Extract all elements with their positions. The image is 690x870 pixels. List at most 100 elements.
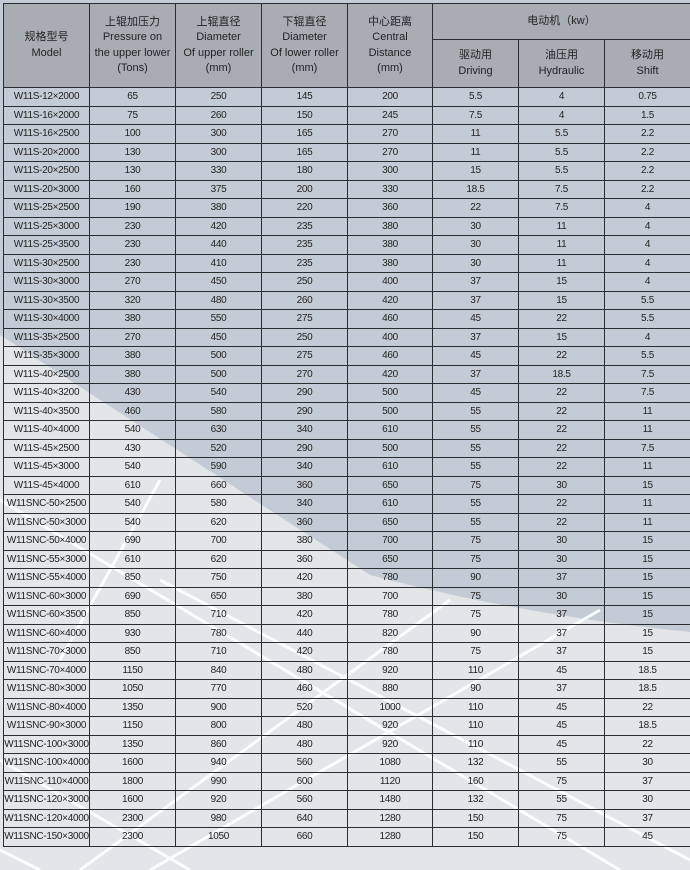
cell-pressure: 320: [89, 290, 176, 310]
cell-upper-diameter: 380: [175, 198, 262, 218]
cell-model: W11S-20×2500: [3, 161, 90, 181]
cell-shift-power: 15: [603, 586, 690, 606]
cell-pressure: 1350: [89, 734, 176, 754]
cell-driving-power: 110: [432, 697, 519, 717]
cell-hydraulic-power: 5.5: [518, 142, 605, 162]
cell-shift-power: 22: [603, 734, 690, 754]
cell-shift-power: 4: [603, 216, 690, 236]
cell-upper-diameter: 900: [175, 697, 262, 717]
cell-center-distance: 400: [347, 272, 433, 292]
cell-model: W11SNC-55×4000: [3, 568, 90, 588]
table-row: W11S-25×3500 230 440 235 380 30 11 4: [3, 235, 690, 255]
cell-model: W11SNC-90×3000: [3, 716, 90, 736]
header-text: Pressure on: [102, 31, 163, 43]
cell-driving-power: 132: [432, 790, 519, 810]
table-row: W11SNC-60×3500 850 710 420 780 75 37 15: [3, 605, 690, 625]
cell-pressure: 430: [89, 383, 176, 403]
cell-pressure: 1350: [89, 697, 176, 717]
cell-driving-power: 37: [432, 364, 519, 384]
table-row: W11S-25×3000 230 420 235 380 30 11 4: [3, 216, 690, 236]
cell-shift-power: 18.5: [603, 716, 690, 736]
cell-hydraulic-power: 75: [518, 827, 605, 847]
cell-shift-power: 15: [603, 605, 690, 625]
cell-upper-diameter: 840: [175, 660, 262, 680]
table-row: W11S-35×3000 380 500 275 460 45 22 5.5: [3, 346, 690, 366]
cell-model: W11SNC-60×3000: [3, 586, 90, 606]
cell-pressure: 130: [89, 142, 176, 162]
header-model: 规格型号 Model: [3, 3, 90, 88]
header-text: Driving: [458, 64, 493, 77]
cell-model: W11S-25×3000: [3, 216, 90, 236]
cell-pressure: 690: [89, 531, 176, 551]
cell-model: W11SNC-150×3000: [3, 827, 90, 847]
cell-shift-power: 37: [603, 808, 690, 828]
table-row: W11S-40×4000 540 630 340 610 55 22 11: [3, 420, 690, 440]
table-row: W11S-25×2500 190 380 220 360 22 7.5 4: [3, 198, 690, 218]
cell-center-distance: 460: [347, 309, 433, 329]
cell-model: W11SNC-70×3000: [3, 642, 90, 662]
cell-upper-diameter: 420: [175, 216, 262, 236]
cell-shift-power: 0.75: [603, 87, 690, 107]
cell-shift-power: 11: [603, 494, 690, 514]
cell-model: W11S-45×4000: [3, 475, 90, 495]
cell-center-distance: 610: [347, 420, 433, 440]
cell-center-distance: 1280: [347, 827, 433, 847]
cell-pressure: 850: [89, 605, 176, 625]
cell-shift-power: 5.5: [603, 290, 690, 310]
cell-shift-power: 11: [603, 457, 690, 477]
header-text: (mm): [205, 62, 232, 74]
header-lower-diameter: 下辊直径 Diameter Of lower roller (mm): [261, 3, 348, 88]
cell-upper-diameter: 980: [175, 808, 262, 828]
cell-pressure: 610: [89, 549, 176, 569]
table-row: W11SNC-60×3000 690 650 380 700 75 30 15: [3, 586, 690, 606]
cell-pressure: 1050: [89, 679, 176, 699]
cell-shift-power: 18.5: [603, 679, 690, 699]
cell-center-distance: 460: [347, 346, 433, 366]
table-row: W11SNC-150×3000 2300 1050 660 1280 150 75 45: [3, 827, 690, 847]
table-row: W11S-20×3000 160 375 200 330 18.5 7.5 2.2: [3, 179, 690, 199]
cell-hydraulic-power: 37: [518, 642, 605, 662]
cell-shift-power: 15: [603, 549, 690, 569]
cell-lower-diameter: 290: [261, 383, 348, 403]
cell-hydraulic-power: 45: [518, 697, 605, 717]
header-text: 驱动用: [459, 49, 492, 61]
cell-driving-power: 75: [432, 586, 519, 606]
cell-hydraulic-power: 11: [518, 253, 605, 273]
cell-driving-power: 30: [432, 216, 519, 236]
cell-driving-power: 45: [432, 346, 519, 366]
cell-shift-power: 5.5: [603, 346, 690, 366]
table-row: W11S-16×2500 100 300 165 270 11 5.5 2.2: [3, 124, 690, 144]
cell-model: W11S-25×2500: [3, 198, 90, 218]
cell-shift-power: 7.5: [603, 438, 690, 458]
cell-model: W11S-16×2000: [3, 105, 90, 125]
cell-model: W11SNC-60×3500: [3, 605, 90, 625]
cell-lower-diameter: 420: [261, 568, 348, 588]
cell-hydraulic-power: 22: [518, 420, 605, 440]
header-motor: 电动机（kw）: [431, 3, 690, 40]
cell-pressure: 65: [89, 87, 176, 107]
cell-model: W11S-30×3500: [3, 290, 90, 310]
cell-hydraulic-power: 5.5: [518, 124, 605, 144]
cell-upper-diameter: 630: [175, 420, 262, 440]
cell-upper-diameter: 440: [175, 235, 262, 255]
cell-shift-power: 4: [603, 272, 690, 292]
cell-shift-power: 30: [603, 753, 690, 773]
cell-shift-power: 2.2: [603, 179, 690, 199]
cell-upper-diameter: 920: [175, 790, 262, 810]
table-row: W11SNC-55×4000 850 750 420 780 90 37 15: [3, 568, 690, 588]
header-text: Diameter: [282, 31, 327, 43]
cell-shift-power: 37: [603, 771, 690, 791]
cell-pressure: 690: [89, 586, 176, 606]
cell-driving-power: 75: [432, 605, 519, 625]
header-text: Distance: [368, 46, 412, 59]
cell-hydraulic-power: 30: [518, 531, 605, 551]
cell-hydraulic-power: 37: [518, 568, 605, 588]
cell-shift-power: 2.2: [603, 142, 690, 162]
cell-lower-diameter: 560: [261, 790, 348, 810]
cell-pressure: 540: [89, 512, 176, 532]
cell-driving-power: 110: [432, 660, 519, 680]
cell-center-distance: 1080: [347, 753, 433, 773]
cell-model: W11SNC-50×2500: [3, 494, 90, 514]
cell-model: W11SNC-80×4000: [3, 697, 90, 717]
header-text: 中心距离: [368, 15, 412, 28]
